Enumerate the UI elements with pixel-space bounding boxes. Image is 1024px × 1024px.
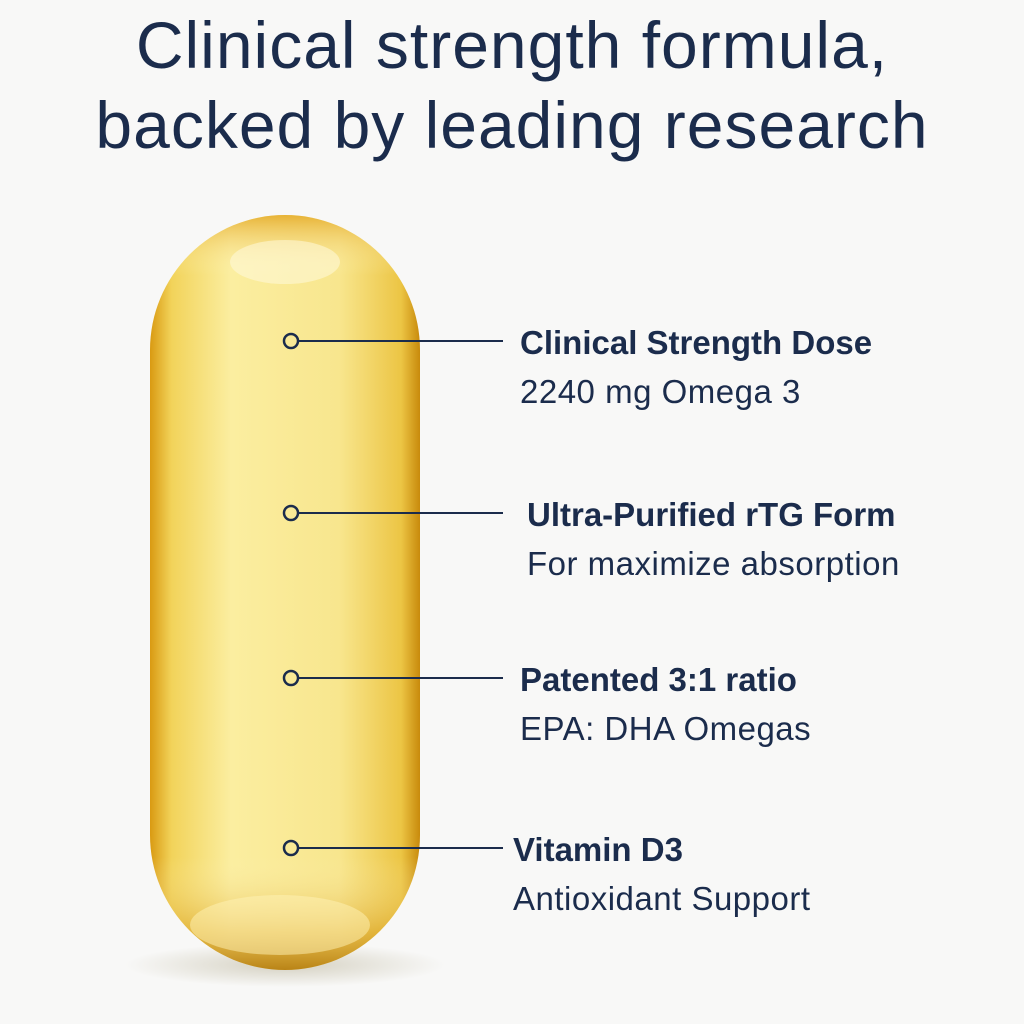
connector-dot — [282, 504, 300, 522]
connector-dot — [282, 839, 300, 857]
connector-dot — [282, 669, 300, 687]
feature-subtitle: EPA: DHA Omegas — [520, 710, 811, 747]
capsule — [125, 215, 445, 987]
feature-subtitle: For maximize absorption — [527, 545, 900, 582]
feature-title: Clinical Strength Dose — [520, 324, 872, 361]
headline: Clinical strength formula, — [136, 8, 888, 82]
feature-title: Vitamin D3 — [513, 831, 683, 868]
feature-subtitle: Antioxidant Support — [513, 880, 811, 917]
feature-title: Ultra-Purified rTG Form — [527, 496, 896, 533]
headline: backed by leading research — [95, 88, 928, 162]
connector-dot — [282, 332, 300, 350]
feature-subtitle: 2240 mg Omega 3 — [520, 373, 801, 410]
callouts: Clinical Strength Dose 2240 mg Omega 3 Ult… — [282, 324, 900, 917]
feature-title: Patented 3:1 ratio — [520, 661, 797, 698]
